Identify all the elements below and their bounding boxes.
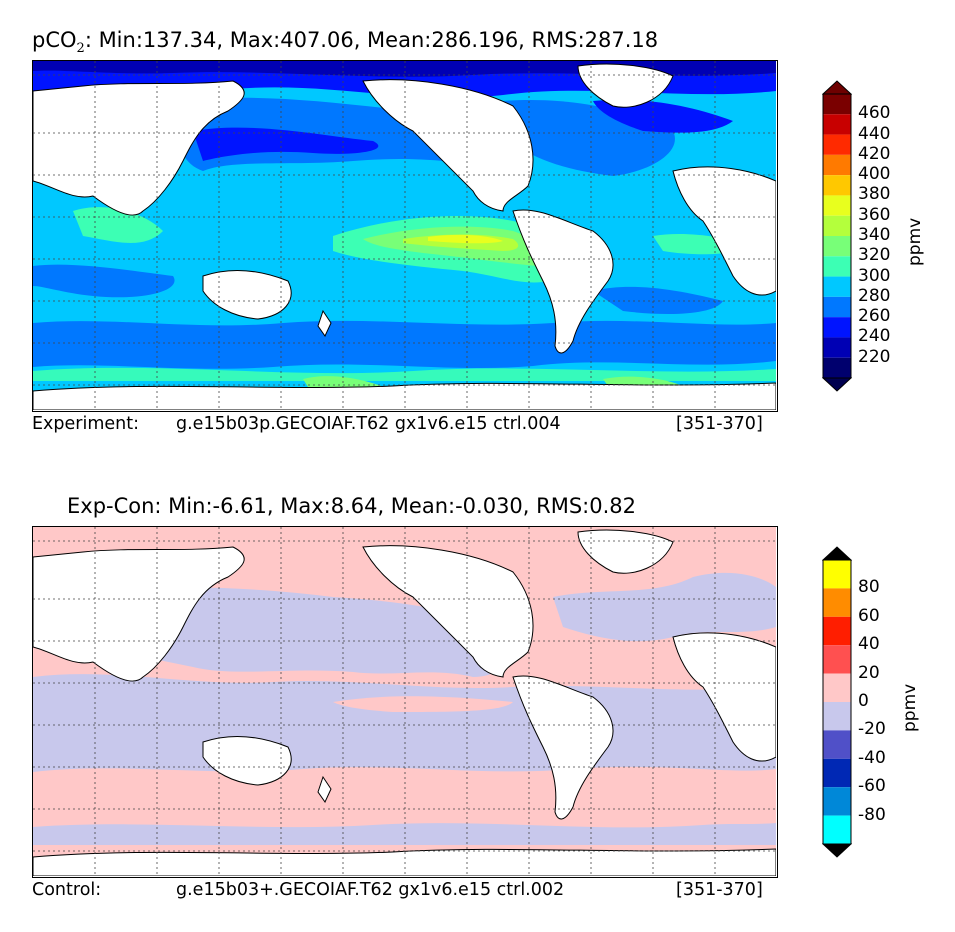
southern-band: [33, 320, 776, 369]
panel1-map-graphic: [33, 61, 776, 410]
colorbar-tick-label: 0: [858, 691, 869, 711]
south-america-land-2: [512, 675, 614, 820]
west-pacific-cyan: [73, 207, 163, 243]
colorbar-segment: [823, 256, 851, 277]
colorbar-segment: [823, 134, 851, 155]
panel2-map: [32, 526, 778, 878]
southern-pink-band: [33, 766, 776, 815]
colorbar-segment: [823, 730, 851, 759]
colorbar-segment: [823, 154, 851, 176]
colorbar-tick-label: 40: [858, 634, 880, 655]
colorbar-tick-label: 220: [858, 346, 891, 367]
colorbar-segment: [823, 317, 851, 338]
equatorial-pink: [333, 696, 513, 712]
colorbar-tick-label: 460: [858, 103, 891, 124]
north-atlantic-lavender: [553, 572, 776, 642]
colorbar-segment: [823, 560, 851, 589]
colorbar-tick-label: 20: [858, 662, 880, 683]
colorbar-segment: [823, 616, 851, 646]
panel1-caption-label: Experiment:: [32, 414, 140, 434]
colorbar-tick-label: 420: [858, 143, 891, 164]
colorbar-segment: [823, 588, 851, 617]
south-america-land: [512, 209, 614, 354]
panel2-map-graphic: [33, 527, 776, 876]
australia-land-2: [202, 736, 292, 786]
colorbar-under-triangle: [821, 377, 853, 392]
asia-europe-land: [33, 80, 245, 216]
colorbar-segment: [823, 195, 851, 216]
panel1-title-subscript: 2: [76, 41, 85, 57]
colorbar-segment: [823, 673, 851, 702]
colorbar-tick-label: 440: [858, 123, 891, 144]
africa-land-2: [672, 632, 776, 762]
colorbar-tick-label: 260: [858, 306, 891, 327]
colorbar-over-triangle: [821, 546, 853, 561]
south-atlantic-blue: [593, 286, 723, 314]
north-america-land-2: [362, 545, 534, 678]
colorbar-tick-label: 300: [858, 265, 891, 286]
panel2-colorbar: [821, 546, 853, 858]
land-masses-2: [33, 529, 776, 876]
colorbar-tick-label: 320: [858, 245, 891, 266]
antarctica-land-2: [33, 848, 776, 876]
colorbar-tick-label: 80: [858, 577, 880, 598]
land-masses: [33, 63, 776, 410]
graticule-2: [33, 527, 776, 876]
colorbar-segment: [823, 357, 851, 378]
panel2-caption-label: Control:: [32, 880, 102, 900]
indian-ocean-blue: [33, 264, 175, 298]
panel1-title-prefix: pCO: [32, 28, 77, 52]
panel1-caption-years: [351-370]: [676, 414, 763, 434]
panel1-caption-case: g.e15b03p.GECOIAF.T62 gx1v6.e15 ctrl.004: [176, 414, 561, 434]
colorbar-tick-label: 240: [858, 326, 891, 347]
colorbar-segment: [823, 175, 851, 196]
asia-europe-land-2: [33, 546, 245, 682]
panel1-colorbar: [821, 80, 853, 392]
colorbar-segment: [823, 645, 851, 674]
africa-land: [672, 166, 776, 296]
panel2-caption-years: [351-370]: [676, 880, 763, 900]
colorbar-segment: [823, 758, 851, 788]
australia-land: [202, 270, 292, 320]
colorbar-tick-label: -40: [858, 747, 886, 768]
colorbar-tick-label: -60: [858, 776, 886, 797]
colorbar-tick-label: -80: [858, 804, 886, 825]
colorbar-segment: [823, 337, 851, 358]
colorbar-segment: [823, 296, 851, 318]
north-pacific-deep: [193, 127, 379, 161]
new-zealand-land: [317, 309, 332, 337]
panel1-map: [32, 60, 778, 412]
north-atlantic-deep: [593, 99, 733, 133]
colorbar-tick-label: 340: [858, 225, 891, 245]
colorbar-segment: [823, 236, 851, 257]
colorbar-segment: [823, 702, 851, 731]
graticule: [33, 61, 776, 410]
colorbar-tick-label: 360: [858, 204, 891, 225]
antarctica-land: [33, 382, 776, 410]
panel2-colorbar-graphic: [821, 546, 853, 858]
colorbar-segment: [823, 94, 851, 115]
colorbar-tick-label: 60: [858, 605, 880, 626]
colorbar-segment: [823, 215, 851, 236]
panel1-title: pCO2: Min:137.34, Max:407.06, Mean:286.1…: [32, 28, 658, 56]
panel1-title-stats: : Min:137.34, Max:407.06, Mean:286.196, …: [84, 28, 659, 52]
colorbar-tick-label: -20: [858, 719, 886, 740]
north-america-land: [362, 79, 534, 212]
colorbar-segment: [823, 114, 851, 135]
colorbar-segment: [823, 787, 851, 816]
panel1-colorbar-graphic: [821, 80, 853, 392]
new-zealand-land-2: [317, 775, 332, 803]
panel1-colorbar-unit: ppmv: [905, 217, 925, 266]
panel2-colorbar-unit: ppmv: [900, 683, 920, 732]
colorbar-tick-label: 400: [858, 164, 891, 185]
colorbar-segment: [823, 815, 851, 844]
colorbar-segment: [823, 276, 851, 297]
colorbar-over-triangle: [821, 80, 853, 95]
colorbar-tick-label: 380: [858, 184, 891, 205]
panel2-title: Exp-Con: Min:-6.61, Max:8.64, Mean:-0.03…: [67, 494, 637, 518]
panel2-caption-case: g.e15b03+.GECOIAF.T62 gx1v6.e15 ctrl.002: [176, 880, 565, 900]
colorbar-tick-label: 280: [858, 285, 891, 306]
colorbar-under-triangle: [821, 843, 853, 858]
equatorial-plume-4: [428, 234, 503, 244]
